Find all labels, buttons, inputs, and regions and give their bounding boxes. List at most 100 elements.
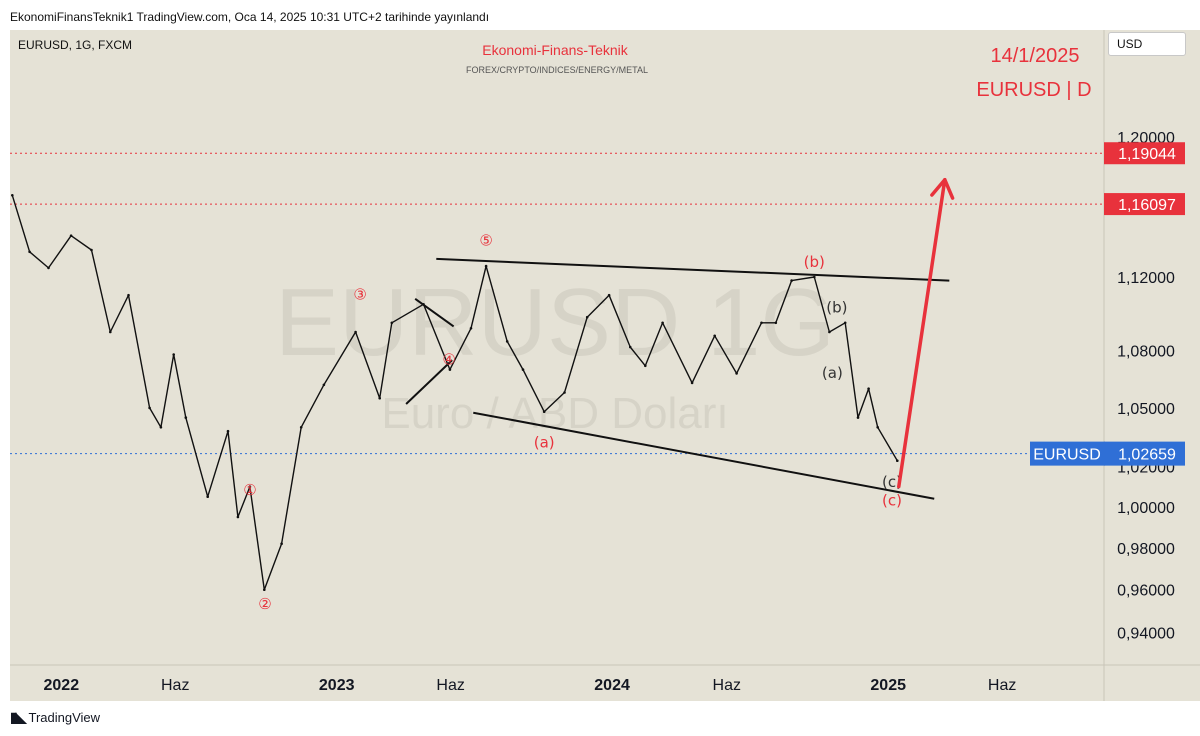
price-point — [354, 330, 357, 334]
x-tick-label: Haz — [161, 677, 189, 694]
x-tick-label: 2025 — [870, 677, 906, 694]
price-point — [505, 340, 509, 343]
wave-label: (b) — [804, 253, 825, 271]
price-point — [28, 250, 31, 254]
brand-subtitle: FOREX/CRYPTO/INDICES/ENERGY/METAL — [466, 65, 648, 75]
last-price-label: 1,02659 — [1118, 447, 1176, 464]
publish-line: EkonomiFinansTeknik1 TradingView.com, Oc… — [10, 10, 490, 24]
price-point — [856, 416, 860, 419]
y-tick-label: 1,12000 — [1117, 270, 1175, 287]
trendline — [436, 257, 950, 282]
brand-title: Ekonomi-Finans-Teknik — [482, 42, 628, 58]
price-point — [390, 321, 394, 325]
x-tick-label: Haz — [436, 677, 464, 694]
price-point — [760, 321, 763, 325]
tradingview-branding[interactable]: ▮◣ TradingView — [10, 709, 100, 726]
wave-label: (c) — [882, 491, 902, 509]
wave-label: ① — [243, 481, 256, 499]
price-point — [90, 248, 93, 252]
x-tick-label: 2024 — [594, 677, 630, 694]
price-point — [896, 459, 899, 463]
y-tick-label: 0,96000 — [1117, 583, 1175, 600]
price-point — [248, 485, 252, 489]
price-point — [628, 345, 632, 349]
price-point — [774, 321, 778, 325]
price-point — [236, 515, 240, 519]
footer — [0, 701, 1200, 736]
x-tick-label: Haz — [713, 677, 741, 694]
price-point — [813, 275, 816, 279]
price-point — [867, 387, 870, 391]
trendline — [473, 411, 935, 500]
pair-note: EURUSD | D — [976, 79, 1091, 101]
price-point — [607, 293, 611, 297]
last-price-symbol-tag — [1030, 441, 1105, 466]
wave-label: ③ — [353, 286, 366, 304]
price-tag-label: 1,19044 — [1118, 146, 1176, 163]
chart-background — [10, 30, 1200, 701]
price-point — [469, 327, 473, 330]
price-point — [206, 495, 209, 499]
price-point — [159, 426, 163, 429]
projection-arrow-shaft — [897, 177, 947, 489]
tradingview-logo-text: TradingView — [28, 710, 101, 725]
x-tick-label: 2023 — [319, 677, 355, 694]
price-tag — [1104, 142, 1185, 165]
price-point — [713, 334, 716, 338]
price-point — [661, 321, 664, 325]
trendline — [405, 359, 453, 405]
wave-label: (b) — [826, 298, 847, 316]
wave-label: (a) — [534, 433, 555, 451]
x-tick-label: 2022 — [44, 677, 80, 694]
price-chart[interactable]: EURUSD 1G Euro / ABD Doları ① ② ③ ④ ⑤ (a) (b) (… — [0, 0, 1200, 701]
price-point — [109, 330, 112, 334]
price-point — [843, 321, 847, 325]
tradingview-logo-icon: ▮◣ — [10, 709, 27, 725]
y-tick-label: 1,08000 — [1117, 344, 1175, 361]
y-tick-label: 0,98000 — [1117, 541, 1175, 558]
price-point — [127, 293, 130, 297]
last-price-tag — [1104, 441, 1185, 466]
y-tick-label: 1,00000 — [1117, 500, 1175, 517]
projection-arrow-head — [930, 177, 955, 200]
currency-button[interactable]: USD — [1108, 32, 1186, 56]
watermark-symbol: EURUSD 1G — [275, 269, 835, 376]
x-tick-label: Haz — [988, 677, 1016, 694]
watermark-name: Euro / ABD Doları — [381, 389, 728, 438]
wave-label: ② — [258, 595, 271, 613]
price-point — [378, 396, 382, 400]
price-point — [69, 234, 73, 237]
trendline — [414, 298, 455, 328]
price-point — [263, 588, 266, 591]
price-point — [876, 426, 879, 429]
price-point — [521, 368, 525, 371]
price-point — [11, 194, 14, 197]
y-tick-label: 1,05000 — [1117, 401, 1175, 418]
symbol-line: EURUSD, 1G, FXCM — [18, 38, 132, 52]
price-point — [563, 391, 566, 394]
price-point — [322, 383, 326, 387]
price-point — [226, 429, 230, 433]
price-point — [299, 426, 303, 429]
price-point — [585, 315, 589, 319]
last-price-symbol-label: EURUSD — [1033, 447, 1101, 464]
price-tag — [1104, 193, 1185, 216]
wave-label: ⑤ — [479, 232, 492, 250]
date-note: 14/1/2025 — [991, 45, 1080, 67]
price-point — [280, 542, 283, 545]
price-point — [172, 353, 175, 356]
wave-label: (c) — [882, 473, 902, 491]
price-point — [47, 266, 50, 270]
wave-label: ④ — [442, 351, 455, 369]
price-point — [790, 279, 793, 282]
price-tag-label: 1,16097 — [1118, 197, 1176, 214]
price-point — [484, 264, 488, 268]
price-point — [542, 410, 546, 414]
price-point — [644, 364, 647, 368]
price-point — [184, 416, 188, 419]
price-series-line — [11, 195, 898, 591]
wave-label: (a) — [822, 364, 843, 382]
price-point — [148, 406, 151, 410]
price-point — [828, 330, 831, 334]
price-point — [690, 381, 694, 385]
